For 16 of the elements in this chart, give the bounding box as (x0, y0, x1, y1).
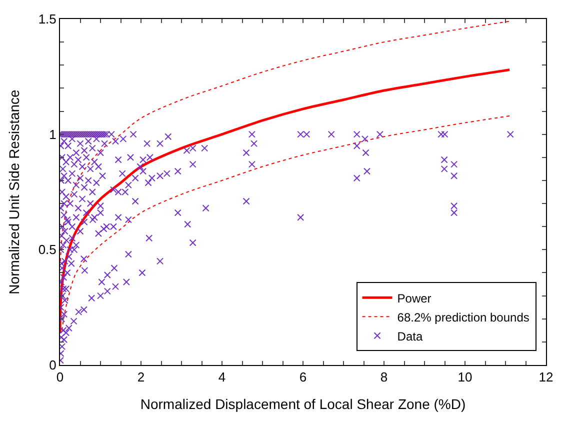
x-tick-label: 8 (380, 370, 388, 385)
x-tick-label: 6 (299, 370, 307, 385)
legend-label: Data (397, 329, 423, 344)
x-axis-title: Normalized Displacement of Local Shear Zone (%D) (140, 396, 466, 412)
y-tick-label: 0 (49, 358, 56, 373)
legend-label: 68.2% prediction bounds (397, 310, 530, 324)
line-series (60, 20, 510, 262)
y-tick-label: 0.5 (38, 242, 56, 258)
x-tick-label: 12 (538, 370, 554, 385)
y-tick-label: 1.5 (38, 12, 56, 27)
y-axis-title: Normalized Unit Side Resistance (6, 89, 22, 294)
x-tick-label: 10 (458, 370, 472, 385)
x-tick-label: 2 (137, 370, 145, 385)
legend-label: Power (397, 291, 432, 306)
y-tick-label: 1 (49, 126, 56, 142)
x-tick-label: 4 (218, 370, 226, 385)
